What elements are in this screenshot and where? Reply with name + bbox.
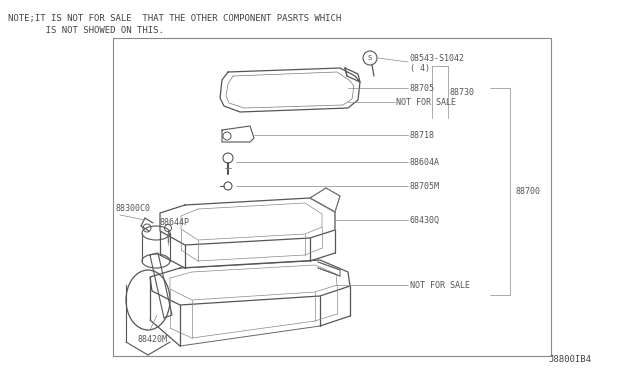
Text: 68430Q: 68430Q [410,215,440,224]
Text: 88730: 88730 [450,87,475,96]
Text: 88300C0: 88300C0 [116,203,151,212]
Text: 88700: 88700 [515,186,540,196]
Text: S: S [368,55,372,61]
Text: 88420M: 88420M [138,336,168,344]
Text: ( 4): ( 4) [410,64,430,73]
Text: J8800IB4: J8800IB4 [548,356,591,365]
Text: IS NOT SHOWED ON THIS.: IS NOT SHOWED ON THIS. [8,26,164,35]
Text: 88705M: 88705M [410,182,440,190]
Text: 88705: 88705 [410,83,435,93]
Text: 88604A: 88604A [410,157,440,167]
Text: NOT FOR SALE: NOT FOR SALE [410,280,470,289]
Text: 88718: 88718 [410,131,435,140]
Text: NOT FOR SALE: NOT FOR SALE [396,97,456,106]
Text: NOTE;IT IS NOT FOR SALE  THAT THE OTHER COMPONENT PASRTS WHICH: NOTE;IT IS NOT FOR SALE THAT THE OTHER C… [8,14,341,23]
Text: 08543-S1042: 08543-S1042 [410,54,465,62]
Text: 88644P: 88644P [160,218,190,227]
Bar [113,38,551,356]
